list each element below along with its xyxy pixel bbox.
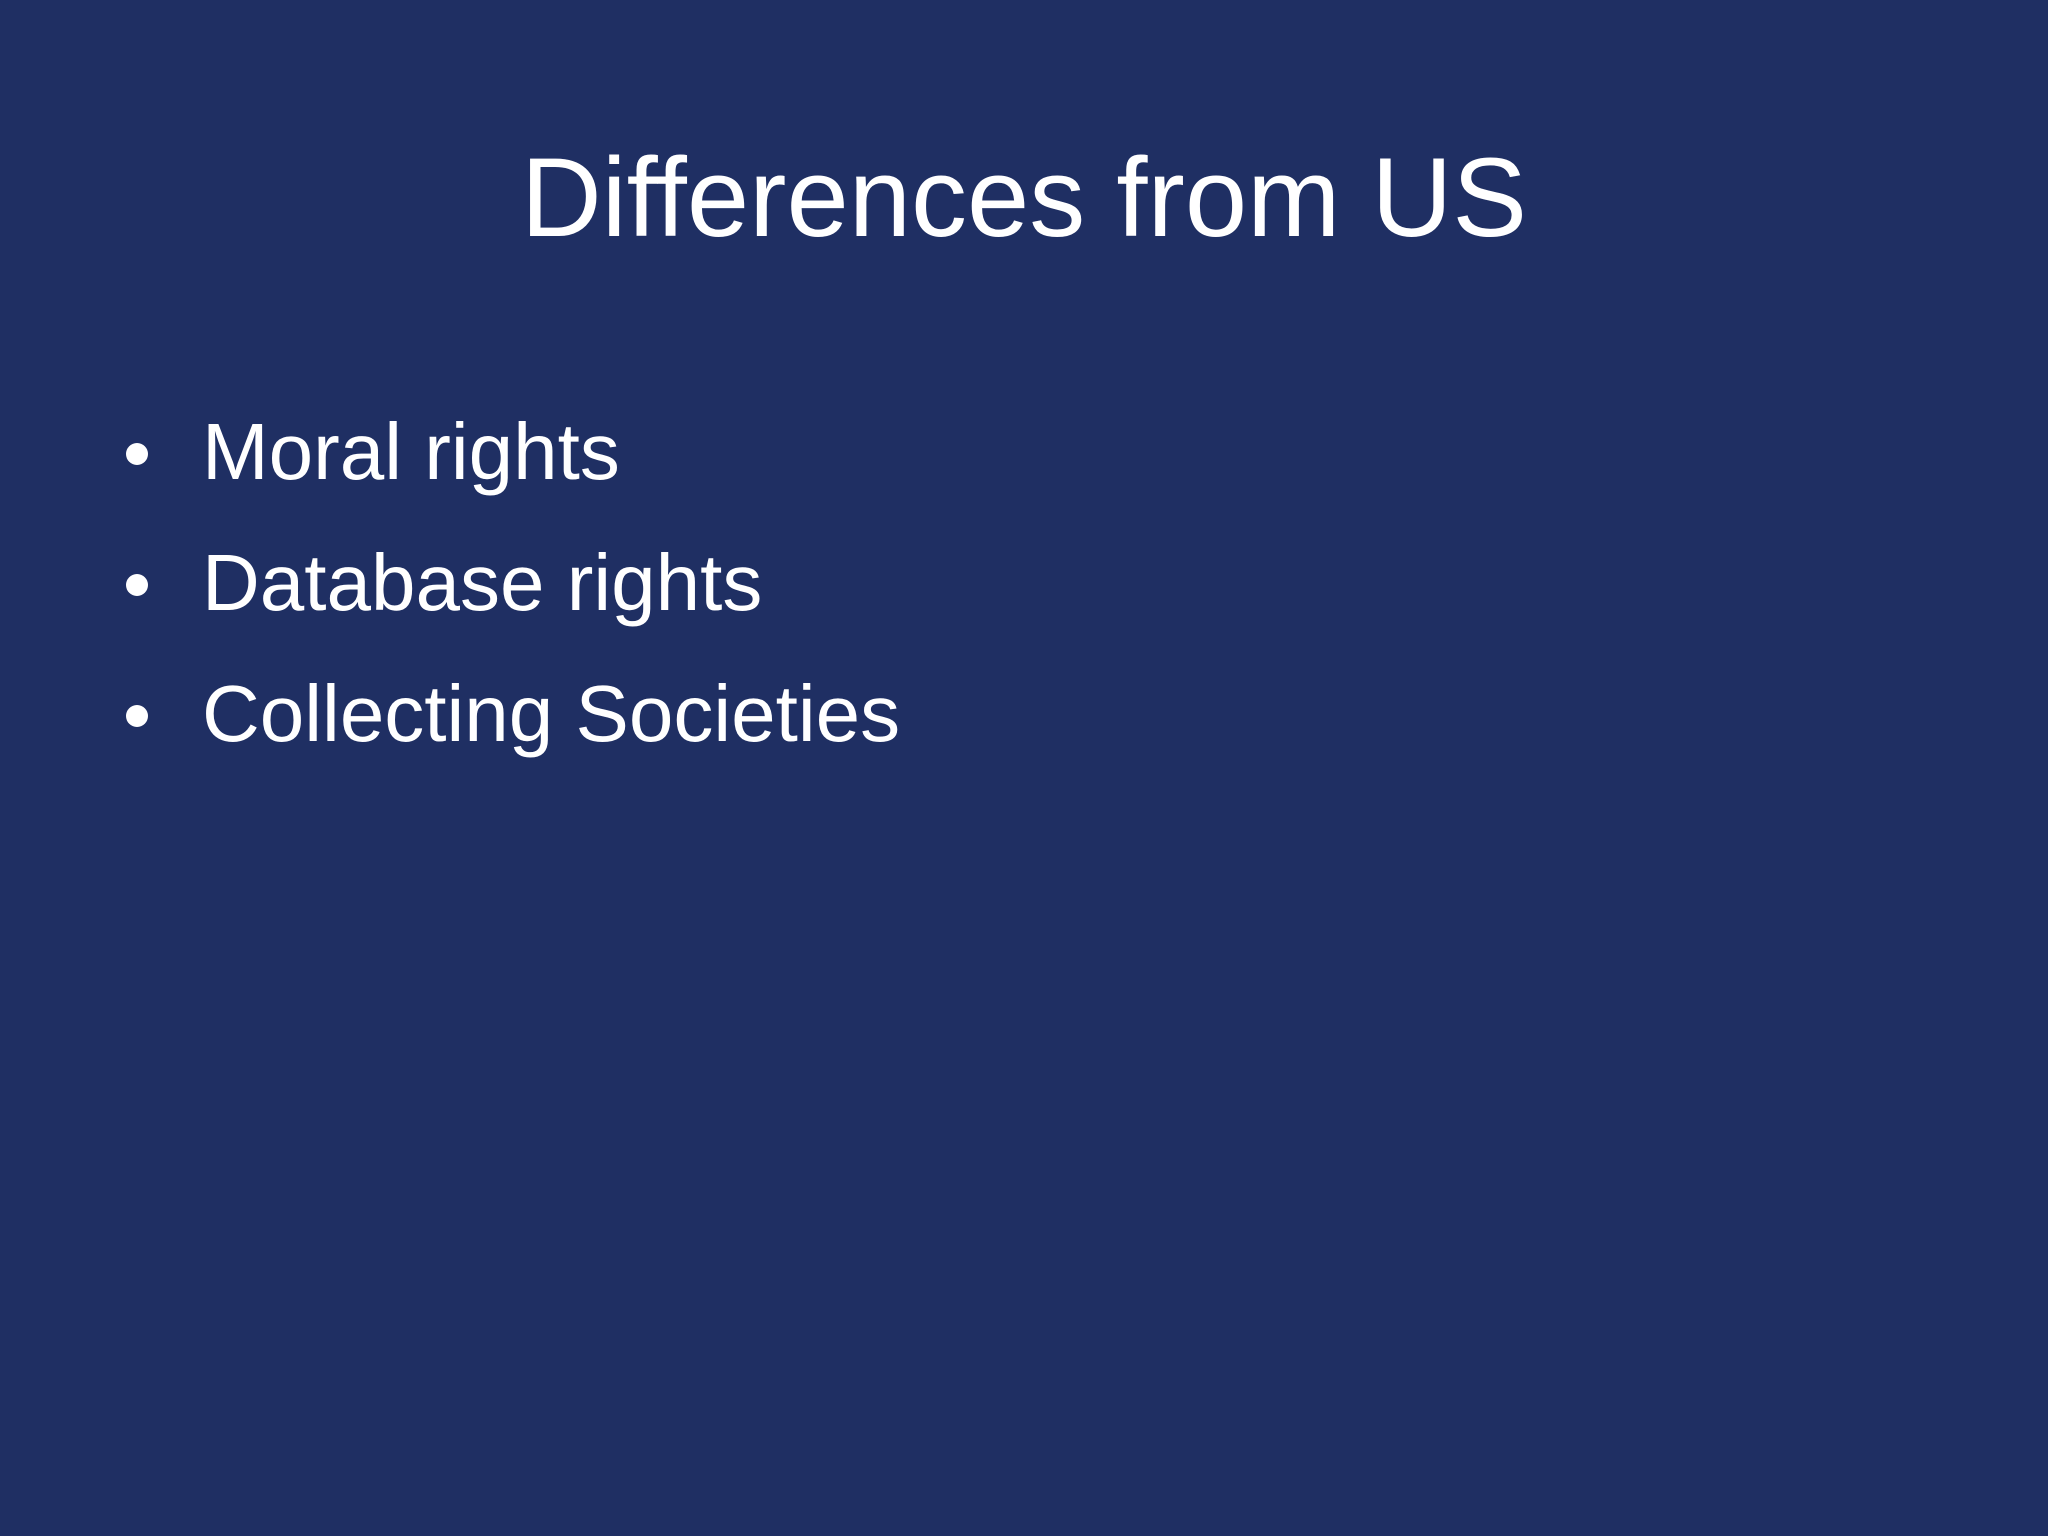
bullet-text: Collecting Societies (202, 669, 901, 758)
bullet-text: Moral rights (202, 407, 620, 496)
bullet-item: Moral rights (122, 386, 900, 517)
bullet-icon (126, 705, 148, 727)
bullet-list: Moral rights Database rights Collecting … (122, 386, 900, 779)
bullet-icon (126, 574, 148, 596)
bullet-item: Collecting Societies (122, 648, 900, 779)
bullet-item: Database rights (122, 517, 900, 648)
bullet-icon (126, 443, 148, 465)
bullet-text: Database rights (202, 538, 763, 627)
slide-title: Differences from US (520, 135, 1528, 260)
